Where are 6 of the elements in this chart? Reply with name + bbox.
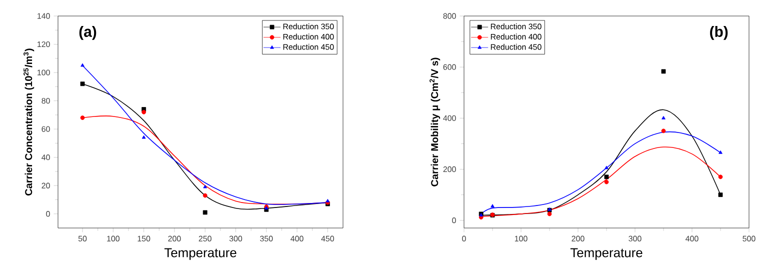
x-axis-title: Temperature	[164, 248, 236, 260]
x-axis-title: Temperature	[570, 248, 642, 260]
annotation: (b)	[710, 26, 728, 40]
y-axis-title: Carrier Concentration (10$^{25}$/m$^{3}$)	[24, 48, 34, 196]
y-axis-title: Carrier Mobility μ (Cm$^{2}$/V s)	[430, 58, 440, 186]
annotation: (a)	[79, 26, 96, 40]
